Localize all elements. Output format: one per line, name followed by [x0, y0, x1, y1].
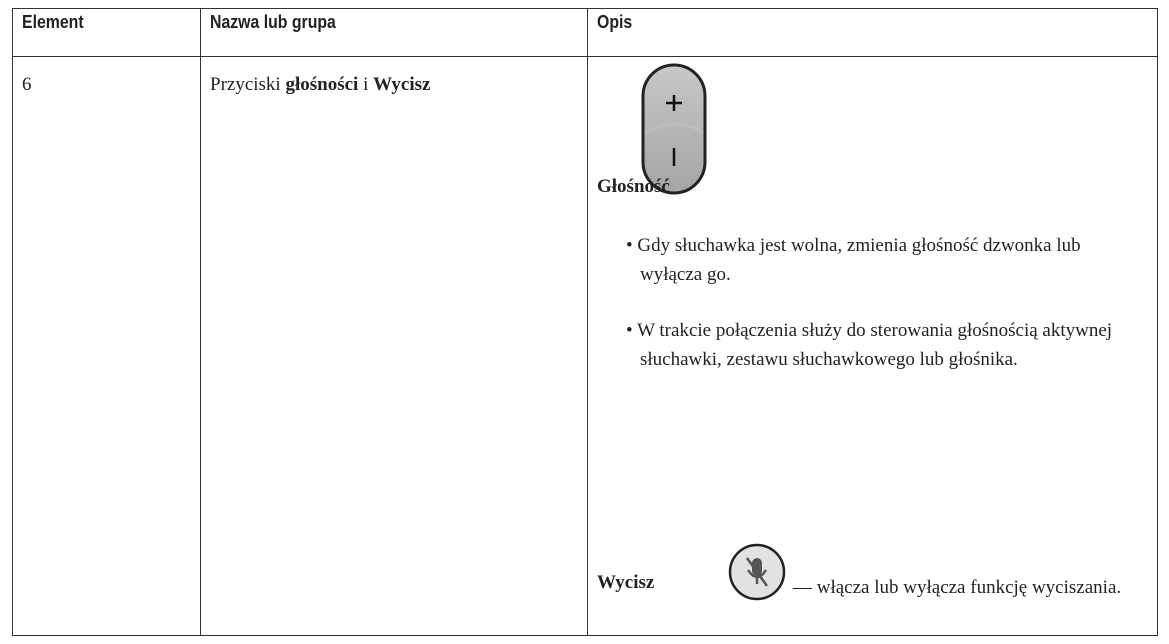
- mute-icon: [728, 543, 786, 601]
- name-segment: i: [358, 74, 374, 95]
- header-cell: Element: [22, 12, 84, 32]
- mute-text: — włącza lub wyłącza funkcję wyciszania.: [793, 577, 1122, 598]
- header-cell: Opis: [597, 12, 633, 32]
- bullet: W trakcie połączenia służy do sterowania…: [626, 316, 1140, 374]
- mute-label: Wycisz: [597, 572, 655, 593]
- bullet: Gdy słuchawka jest wolna, zmienia głośno…: [626, 231, 1140, 289]
- column-divider: [200, 9, 201, 635]
- row-divider: [13, 56, 1157, 57]
- volume-icon: [641, 63, 707, 195]
- name-segment: Przyciski: [210, 74, 286, 95]
- name-segment: Wycisz: [373, 74, 431, 95]
- table: [12, 8, 1158, 636]
- volume-label: Głośność: [597, 176, 670, 197]
- column-divider: [587, 9, 588, 635]
- name-cell: Przyciski głośności i Wycisz: [210, 74, 430, 96]
- element-number: 6: [22, 74, 32, 95]
- header-cell: Nazwa lub grupa: [210, 12, 336, 32]
- name-segment: głośności: [285, 74, 359, 95]
